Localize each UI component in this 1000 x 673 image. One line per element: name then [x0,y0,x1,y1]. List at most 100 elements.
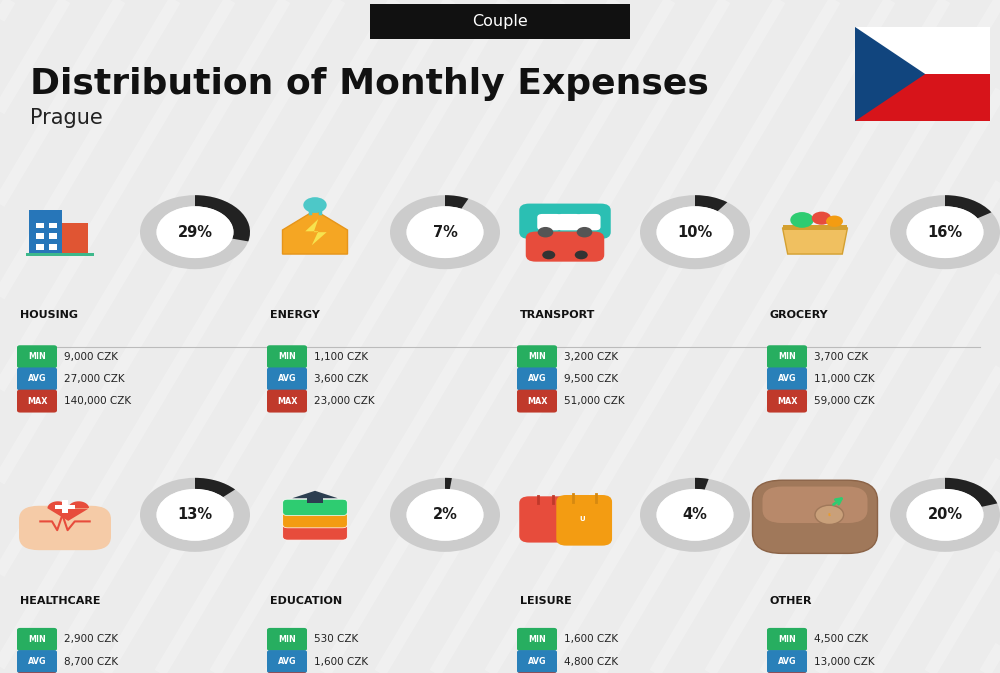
Text: AVG: AVG [778,657,796,666]
FancyBboxPatch shape [307,497,323,503]
Circle shape [577,227,592,238]
Text: 13%: 13% [177,507,213,522]
FancyBboxPatch shape [519,203,611,239]
FancyBboxPatch shape [267,345,307,368]
Text: 23,000 CZK: 23,000 CZK [314,396,375,406]
Bar [36,234,44,239]
FancyBboxPatch shape [17,390,57,413]
Text: Couple: Couple [472,14,528,29]
Wedge shape [390,195,500,269]
Circle shape [542,250,555,259]
FancyBboxPatch shape [556,495,612,546]
Text: 1,100 CZK: 1,100 CZK [314,352,368,361]
Text: MIN: MIN [28,352,46,361]
Text: 530 CZK: 530 CZK [314,635,358,644]
Text: Prague: Prague [30,108,103,128]
Wedge shape [445,478,452,489]
Text: 29%: 29% [178,225,212,240]
Wedge shape [140,195,250,269]
FancyBboxPatch shape [283,511,347,528]
Circle shape [907,206,984,258]
FancyBboxPatch shape [763,487,867,523]
Text: AVG: AVG [278,374,296,384]
Circle shape [156,489,234,541]
Wedge shape [640,195,750,269]
Wedge shape [695,195,727,211]
Wedge shape [695,478,709,490]
FancyBboxPatch shape [267,628,307,651]
Circle shape [657,489,734,541]
Text: 59,000 CZK: 59,000 CZK [814,396,875,406]
Text: 2%: 2% [433,507,457,522]
Circle shape [538,227,553,238]
Wedge shape [890,195,1000,269]
Text: 8,700 CZK: 8,700 CZK [64,657,118,666]
FancyBboxPatch shape [855,74,990,121]
FancyBboxPatch shape [767,367,807,390]
Text: Distribution of Monthly Expenses: Distribution of Monthly Expenses [30,67,709,101]
Wedge shape [390,478,500,552]
Text: MAX: MAX [277,396,297,406]
Wedge shape [140,478,250,552]
FancyBboxPatch shape [767,390,807,413]
Polygon shape [855,27,925,121]
FancyBboxPatch shape [767,345,807,368]
Bar [49,244,57,250]
Wedge shape [945,478,997,507]
Text: 11,000 CZK: 11,000 CZK [814,374,875,384]
Bar [49,223,57,227]
Circle shape [406,206,484,258]
FancyBboxPatch shape [782,225,847,230]
Circle shape [907,489,984,541]
FancyBboxPatch shape [55,505,75,509]
Circle shape [156,206,234,258]
Bar [36,223,44,227]
Text: MIN: MIN [28,635,46,644]
Text: 140,000 CZK: 140,000 CZK [64,396,131,406]
Circle shape [812,211,831,225]
Circle shape [303,197,327,213]
FancyBboxPatch shape [517,367,557,390]
Text: MAX: MAX [527,396,547,406]
FancyBboxPatch shape [519,496,572,542]
Text: $: $ [828,513,831,517]
Bar [36,244,44,250]
Circle shape [826,215,843,227]
Text: 51,000 CZK: 51,000 CZK [564,396,625,406]
FancyBboxPatch shape [17,672,57,673]
FancyBboxPatch shape [517,390,557,413]
FancyBboxPatch shape [517,345,557,368]
Text: ENERGY: ENERGY [270,310,320,320]
Text: MIN: MIN [278,635,296,644]
Text: AVG: AVG [28,657,46,666]
FancyBboxPatch shape [26,253,94,256]
FancyBboxPatch shape [557,214,581,230]
Circle shape [657,206,734,258]
FancyBboxPatch shape [17,650,57,673]
Circle shape [575,250,588,259]
Text: GROCERY: GROCERY [770,310,829,320]
Circle shape [790,212,814,228]
Text: MIN: MIN [278,352,296,361]
Text: AVG: AVG [28,374,46,384]
FancyBboxPatch shape [767,628,807,651]
Circle shape [815,505,844,524]
Text: MAX: MAX [27,396,47,406]
Text: EDUCATION: EDUCATION [270,596,342,606]
Text: 4,500 CZK: 4,500 CZK [814,635,868,644]
Bar [49,234,57,239]
Text: AVG: AVG [528,374,546,384]
FancyBboxPatch shape [576,214,601,230]
FancyBboxPatch shape [537,214,562,230]
Text: 1,600 CZK: 1,600 CZK [314,657,368,666]
Polygon shape [47,501,89,521]
Polygon shape [305,219,327,246]
FancyBboxPatch shape [283,499,347,516]
FancyBboxPatch shape [62,223,88,254]
Text: 16%: 16% [927,225,963,240]
Text: LEISURE: LEISURE [520,596,572,606]
Text: MIN: MIN [528,352,546,361]
Polygon shape [292,491,338,498]
FancyBboxPatch shape [517,650,557,673]
FancyBboxPatch shape [19,506,111,551]
